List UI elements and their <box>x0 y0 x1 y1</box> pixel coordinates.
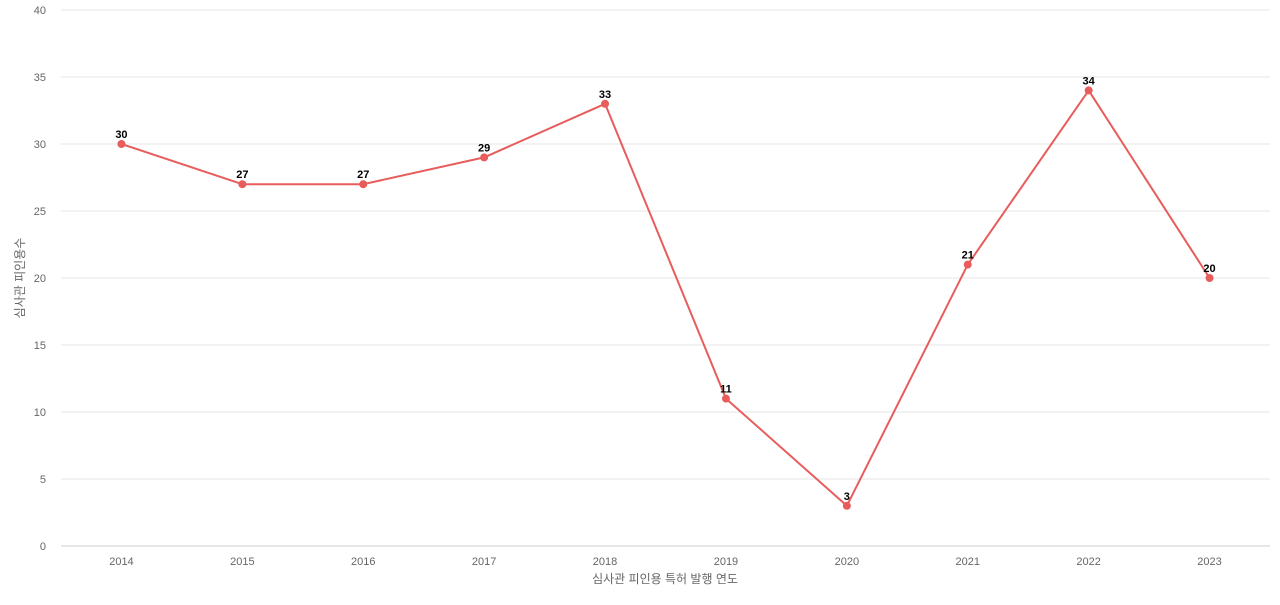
y-tick-label: 10 <box>34 407 46 419</box>
data-point[interactable] <box>480 153 489 162</box>
data-label: 29 <box>478 142 490 154</box>
y-axis-ticks: 0 5 10 15 20 25 30 35 40 <box>34 5 46 553</box>
data-point[interactable] <box>1084 86 1093 95</box>
series-layer <box>117 86 1214 510</box>
data-labels: 30 27 27 29 33 11 3 21 34 20 <box>115 75 1215 502</box>
x-tick-label: 2017 <box>472 556 496 568</box>
y-tick-label: 30 <box>34 139 46 151</box>
x-tick-label: 2022 <box>1076 556 1100 568</box>
x-tick-label: 2018 <box>593 556 617 568</box>
y-tick-label: 40 <box>34 5 46 17</box>
data-label: 11 <box>720 384 732 396</box>
x-tick-label: 2015 <box>230 556 254 568</box>
data-point[interactable] <box>238 180 247 189</box>
data-label: 33 <box>599 89 611 101</box>
x-tick-label: 2014 <box>109 556 133 568</box>
y-tick-label: 20 <box>34 273 46 285</box>
y-tick-label: 15 <box>34 340 46 352</box>
x-axis-ticks: 2014 2015 2016 2017 2018 2019 2020 2021 2022 2023 <box>109 556 1222 568</box>
series-line <box>121 89 1211 507</box>
x-tick-label: 2021 <box>956 556 980 568</box>
data-point[interactable] <box>842 501 851 510</box>
y-tick-label: 0 <box>40 541 46 553</box>
data-point[interactable] <box>359 180 368 189</box>
y-tick-label: 25 <box>34 206 46 218</box>
data-point[interactable] <box>117 140 126 148</box>
data-label: 27 <box>236 169 248 181</box>
data-label: 3 <box>844 491 850 503</box>
data-point[interactable] <box>963 260 972 269</box>
data-label: 27 <box>357 169 369 181</box>
x-tick-label: 2016 <box>351 556 375 568</box>
data-label: 34 <box>1083 75 1096 87</box>
data-point[interactable] <box>1205 274 1214 282</box>
x-tick-label: 2019 <box>714 556 738 568</box>
y-tick-label: 35 <box>34 72 46 84</box>
data-label: 21 <box>962 250 974 262</box>
grid-layer <box>61 9 1270 547</box>
data-point[interactable] <box>721 394 730 403</box>
data-point[interactable] <box>601 99 610 108</box>
y-axis-title: 심사관 피인용수 <box>13 238 27 319</box>
y-tick-label: 5 <box>40 474 46 486</box>
data-label: 30 <box>115 129 127 141</box>
x-axis-title: 심사관 피인용 특허 발행 연도 <box>592 571 738 586</box>
data-label: 20 <box>1203 263 1215 275</box>
x-tick-label: 2023 <box>1197 556 1221 568</box>
x-tick-label: 2020 <box>835 556 859 568</box>
